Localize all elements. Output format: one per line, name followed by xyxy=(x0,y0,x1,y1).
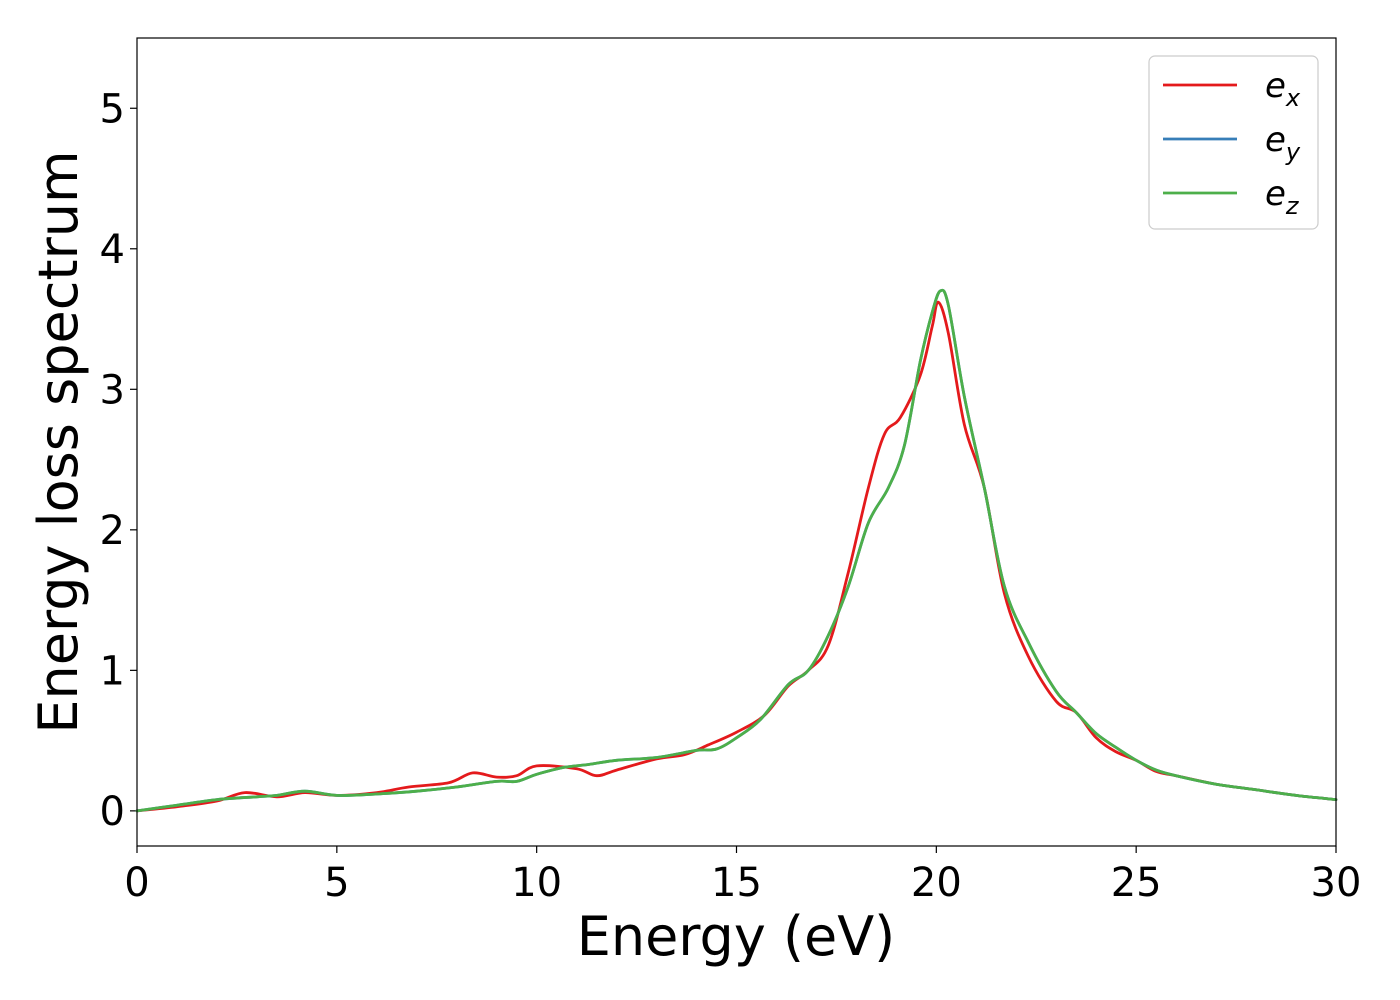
legend-symbol: e xyxy=(1265,174,1286,214)
x-tick-label: 20 xyxy=(911,860,962,906)
y-tick-label: 4 xyxy=(100,227,125,273)
x-tick-label: 15 xyxy=(711,860,762,906)
series-group xyxy=(135,288,1338,813)
series-line-ez xyxy=(135,288,1338,813)
legend-subscript: y xyxy=(1285,138,1301,166)
x-tick-label: 5 xyxy=(324,860,349,906)
x-axis-label: Energy (eV) xyxy=(577,905,896,968)
x-tick-label: 0 xyxy=(124,860,149,906)
y-axis-label: Energy loss spectrum xyxy=(27,150,90,733)
legend-label-ex: ex xyxy=(1265,66,1301,112)
legend-symbol: e xyxy=(1265,120,1286,160)
legend-symbol: e xyxy=(1265,66,1286,106)
y-tick-label: 0 xyxy=(100,789,125,835)
x-tick-label: 10 xyxy=(511,860,562,906)
legend-label-ey: ey xyxy=(1265,120,1301,166)
legend-label-ez: ez xyxy=(1265,174,1300,220)
legend-subscript: x xyxy=(1285,84,1301,112)
tick-group: 0 5 10 15 20 25 30 0 1 2 3 4 5 xyxy=(100,86,1362,906)
legend-box xyxy=(1148,55,1319,230)
legend-subscript: z xyxy=(1285,192,1300,220)
x-tick-label: 30 xyxy=(1311,860,1362,906)
series-line-ex xyxy=(135,300,1338,813)
y-tick-label: 3 xyxy=(100,367,125,413)
x-tick-label: 25 xyxy=(1111,860,1162,906)
y-tick-label: 2 xyxy=(100,508,125,554)
plot-frame xyxy=(136,37,1337,847)
y-tick-label: 1 xyxy=(100,648,125,694)
y-tick-label: 5 xyxy=(100,86,125,132)
